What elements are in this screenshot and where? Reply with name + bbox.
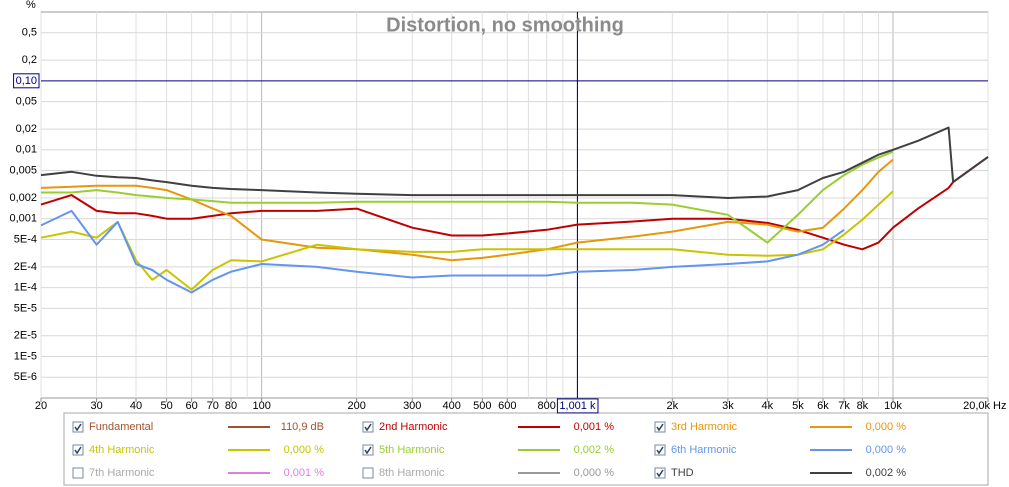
legend-value: 110,9 dB: [281, 421, 324, 433]
legend-value: 0,000 %: [866, 421, 907, 433]
checkbox[interactable]: [654, 467, 666, 479]
checkbox[interactable]: [362, 421, 374, 433]
series-line: [40, 190, 894, 291]
x-tick-label: 20,0k: [963, 400, 990, 412]
y-tick-label: 0,005: [9, 164, 37, 176]
x-tick-label: 70: [207, 400, 219, 412]
y-tick-label: 5E-5: [14, 302, 37, 314]
x-tick-label: 80: [225, 400, 237, 412]
y-tick-label: 2E-5: [14, 330, 37, 342]
legend-label: Fundamental: [89, 421, 153, 433]
legend-value: 0,002 %: [574, 444, 615, 456]
x-tick-label: 60: [185, 400, 197, 412]
legend-label: 6th Harmonic: [671, 444, 737, 456]
legend-label: 4th Harmonic: [89, 444, 155, 456]
x-tick-label: 4k: [762, 400, 774, 412]
series-line: [40, 209, 845, 294]
y-tick-label: 5E-6: [14, 371, 37, 383]
checkmark: [656, 446, 664, 455]
x-tick-label: 600: [498, 400, 516, 412]
y-tick-label: 5E-4: [14, 233, 37, 245]
y-tick-label: 0,002: [9, 192, 37, 204]
x-tick-label: 7k: [838, 400, 850, 412]
y-tick-label: 0,05: [16, 96, 37, 108]
legend-label: 7th Harmonic: [89, 467, 155, 479]
series-line: [40, 156, 989, 251]
checkmark: [656, 469, 664, 478]
checkbox[interactable]: [654, 444, 666, 456]
y-tick-label: 2E-4: [14, 261, 37, 273]
checkmark: [74, 446, 82, 455]
checkbox[interactable]: [362, 444, 374, 456]
x-tick-label: 10k: [884, 400, 902, 412]
legend-value: 0,000 %: [284, 444, 325, 456]
y-tick-label: 0,2: [22, 54, 37, 66]
legend-label: 2nd Harmonic: [379, 421, 448, 433]
x-tick-label: 50: [160, 400, 172, 412]
cursor-y-label-box: [13, 73, 40, 89]
checkbox[interactable]: [72, 467, 84, 479]
x-tick-label: 8k: [857, 400, 869, 412]
y-tick-label: 1E-4: [14, 282, 37, 294]
x-tick-label: 30: [90, 400, 102, 412]
checkbox[interactable]: [72, 444, 84, 456]
y-tick-label: 0,001: [9, 213, 37, 225]
legend-label: 5th Harmonic: [379, 444, 445, 456]
y-tick-label: 0,01: [16, 144, 37, 156]
series-line: [40, 158, 894, 262]
y-unit: %: [26, 0, 36, 11]
x-unit: Hz: [993, 400, 1006, 412]
series-line: [40, 126, 989, 199]
legend-value: 0,001 %: [284, 467, 325, 479]
y-tick-label: 1E-5: [14, 350, 37, 362]
x-tick-label: 5k: [792, 400, 804, 412]
x-tick-label: 3k: [722, 400, 734, 412]
x-tick-label: 40: [130, 400, 142, 412]
cursor-x-label-box: [556, 398, 599, 414]
x-tick-label: 2k: [667, 400, 679, 412]
checkbox[interactable]: [654, 421, 666, 433]
legend-label: 3rd Harmonic: [671, 421, 738, 433]
x-tick-label: 100: [252, 400, 270, 412]
x-tick-label: 400: [443, 400, 461, 412]
x-tick-label: 300: [403, 400, 421, 412]
cursor-y-label: 0,10: [16, 75, 37, 87]
legend-value: 0,000 %: [866, 444, 907, 456]
checkbox[interactable]: [362, 467, 374, 479]
x-tick-label: 500: [473, 400, 491, 412]
checkmark: [656, 423, 664, 432]
legend-value: 0,002 %: [866, 467, 907, 479]
checkmark: [364, 423, 372, 432]
legend-value: 0,001 %: [574, 421, 615, 433]
y-tick-label: 0,5: [22, 27, 37, 39]
y-tick-label: 0,02: [16, 123, 37, 135]
legend-label: THD: [671, 467, 694, 479]
plot-area: [40, 11, 989, 399]
series-line: [41, 150, 894, 244]
legend-value: 0,000 %: [574, 467, 615, 479]
x-tick-label: 200: [347, 400, 365, 412]
checkbox[interactable]: [72, 421, 84, 433]
legend-label: 8th Harmonic: [379, 467, 445, 479]
x-tick-label: 800: [538, 400, 556, 412]
cursor-x-label: 1,001 k: [559, 400, 596, 412]
checkmark: [364, 446, 372, 455]
chart-title: Distortion, no smoothing: [386, 14, 624, 36]
checkmark: [74, 423, 82, 432]
x-tick-label: 20: [35, 400, 47, 412]
x-tick-label: 6k: [817, 400, 829, 412]
